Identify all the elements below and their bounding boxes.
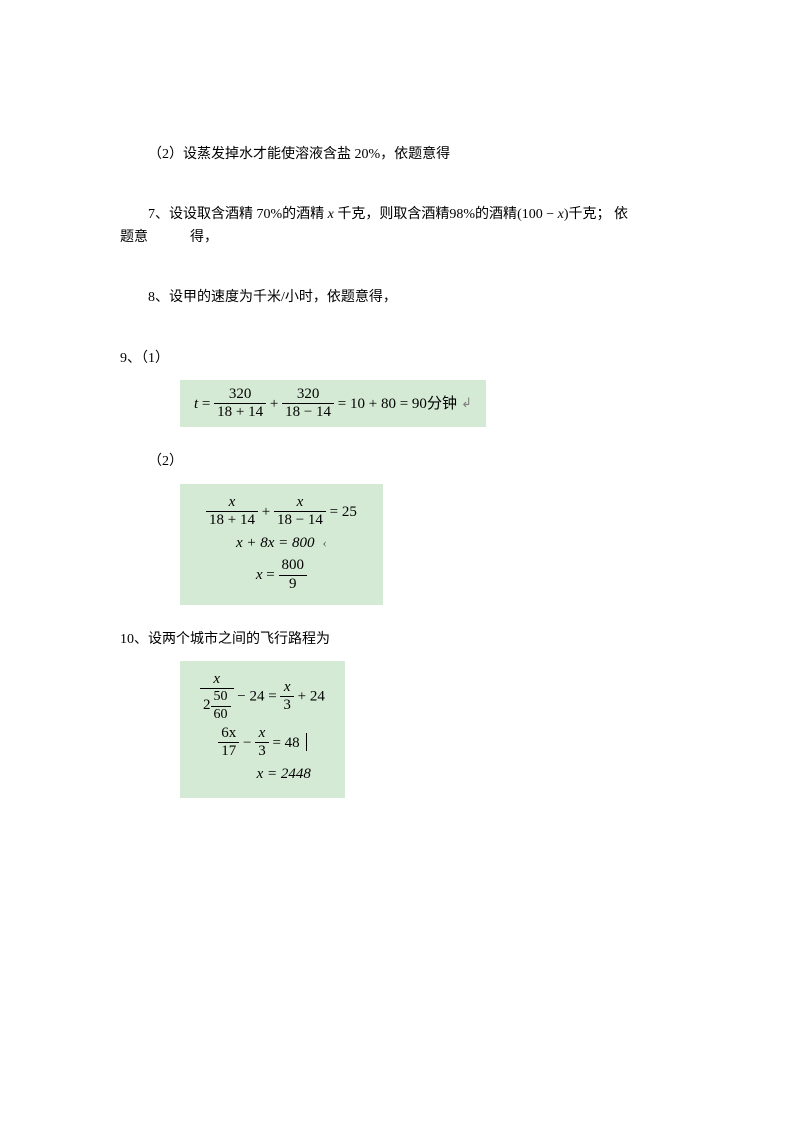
question-7: 7、设设取含酒精 70%的酒精 x 千克，则取含酒精98%的酒精(100 − x… xyxy=(120,204,680,249)
q10-label: 10、设两个城市之间的飞行路程为 xyxy=(120,629,680,651)
frac-num: 320 xyxy=(282,386,334,404)
frac-num: x xyxy=(255,725,269,743)
frac-den: 3 xyxy=(255,743,269,760)
q10-line2: 6x17 − x3 = 48 xyxy=(200,725,325,761)
frac-den: 3 xyxy=(280,697,294,714)
q10-l2-eq: = 48 xyxy=(269,734,300,750)
q9f2-line1: x18 + 14 + x18 − 14 = 25 xyxy=(206,494,357,530)
frac-num: x xyxy=(280,679,294,697)
q9f2-l3eq: = xyxy=(263,567,279,583)
q10-line3: x = 2448 xyxy=(200,762,325,786)
q10-l2-minus: − xyxy=(239,734,255,750)
frac-num: 50 xyxy=(211,689,231,706)
q9f2-line3: x = 8009 xyxy=(206,557,357,593)
q9f2-frac2: x18 − 14 xyxy=(274,494,326,530)
q9-label: 9、（1） xyxy=(120,348,680,370)
q7-pre: 7、设设取含酒精 70%的酒精 xyxy=(148,207,328,222)
q7-line2: 题意 得， xyxy=(120,227,680,249)
q10-formula: x 25060 − 24 = x3 + 24 6x17 − x3 = 48 x … xyxy=(180,661,345,798)
frac-num: 800 xyxy=(279,557,308,575)
q7-l2b: 得， xyxy=(190,230,218,245)
frac-den: 18 − 14 xyxy=(274,512,326,529)
question-9: 9、（1） t = 32018 + 14 + 32018 − 14 = 10 +… xyxy=(120,348,680,629)
paragraph-2: （2）设蒸发掉水才能使溶液含盐 20%，依题意得 xyxy=(120,144,680,166)
frac-num: 320 xyxy=(214,386,266,404)
q10-l2-frac2: x3 xyxy=(255,725,269,761)
q7-mid: 千克，则取含酒精98%的酒精 xyxy=(334,207,517,222)
document-page: （2）设蒸发掉水才能使溶液含盐 20%，依题意得 7、设设取含酒精 70%的酒精… xyxy=(0,0,800,882)
q10-frac1: x 25060 xyxy=(200,671,234,722)
q10-l2-f1n: 6x xyxy=(221,725,236,741)
q7-line1: 7、设设取含酒精 70%的酒精 x 千克，则取含酒精98%的酒精(100 − x… xyxy=(120,204,680,226)
q9f1-frac1: 32018 + 14 xyxy=(214,386,266,422)
frac-den: 9 xyxy=(279,576,308,593)
frac-den: 17 xyxy=(218,743,239,760)
q9-formula1: t = 32018 + 14 + 32018 − 14 = 10 + 80 = … xyxy=(180,380,486,428)
q9f2-l3frac: 8009 xyxy=(279,557,308,593)
q9f2-plus: + xyxy=(258,504,274,520)
q9f1-frac2: 32018 − 14 xyxy=(282,386,334,422)
frac-den: 18 + 14 xyxy=(206,512,258,529)
caret-icon: ‹ xyxy=(323,535,327,550)
q7-expr-open: (100 − xyxy=(517,207,558,222)
q9f2-l2: x + 8x = 800 xyxy=(236,535,315,551)
q7-post: 千克； 依 xyxy=(569,207,629,222)
q10-mixed-frac: 5060 xyxy=(211,689,231,722)
q9f1-eq: = xyxy=(198,396,214,412)
question-8: 8、设甲的速度为千米/小时，依题意得， xyxy=(120,287,680,309)
q9-sub2-label: （2） xyxy=(120,451,680,473)
frac-num: x xyxy=(200,671,234,689)
q10-l2-frac1: 6x17 xyxy=(218,725,239,761)
frac-num: x xyxy=(274,494,326,512)
frac-den: 18 − 14 xyxy=(282,404,334,421)
q7-l2a: 题意 xyxy=(120,230,148,245)
q10-line1: x 25060 − 24 = x3 + 24 xyxy=(200,671,325,722)
frac-den: 18 + 14 xyxy=(214,404,266,421)
q9f2-l3x: x xyxy=(256,567,263,583)
q9f2-line2: x + 8x = 800 ‹ xyxy=(206,531,357,555)
frac-num: 6x xyxy=(218,725,239,743)
q10-l1-tail: + 24 xyxy=(294,689,325,705)
q9-formula2: x18 + 14 + x18 − 14 = 25 x + 8x = 800‹ x… xyxy=(180,484,383,605)
q9f2-frac1: x18 + 14 xyxy=(206,494,258,530)
q10-l3: x = 2448 xyxy=(257,766,311,782)
return-mark-icon: ↲ xyxy=(461,395,472,410)
frac-den: 60 xyxy=(211,707,231,723)
q9f1-unit: 分钟 xyxy=(427,396,457,412)
question-10: 10、设两个城市之间的飞行路程为 x 25060 − 24 = x3 + 24 … xyxy=(120,629,680,822)
q9f1-tail: = 10 + 80 = 90 xyxy=(334,396,427,412)
q10-l1-minus: − 24 = xyxy=(234,689,281,705)
frac-num: x xyxy=(206,494,258,512)
frac-den: 25060 xyxy=(200,689,234,722)
q9f2-eq: = 25 xyxy=(326,504,357,520)
text-cursor-icon xyxy=(306,733,307,751)
q10-mixed-whole: 2 xyxy=(203,697,211,713)
q9f1-plus: + xyxy=(266,396,282,412)
q10-l1-frac2: x3 xyxy=(280,679,294,715)
